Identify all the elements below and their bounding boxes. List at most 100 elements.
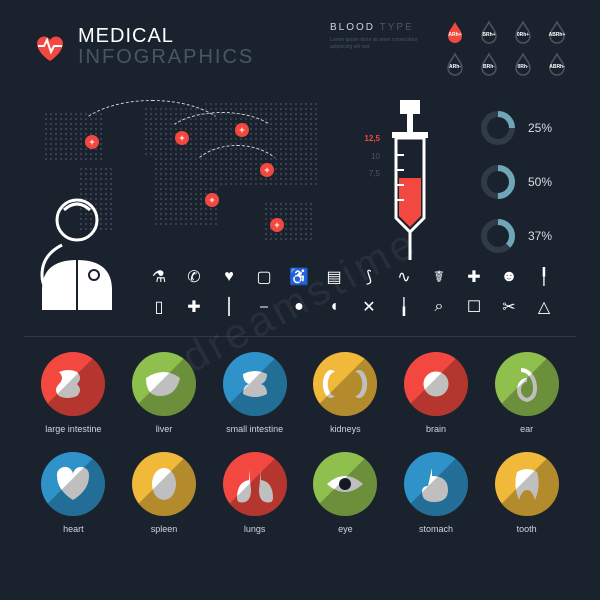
donut-label: 50% <box>528 175 552 189</box>
pill-icon: ◖ <box>325 298 343 316</box>
organ-label: stomach <box>419 524 453 534</box>
syringe-icon <box>370 100 450 270</box>
svg-text:BRh+: BRh+ <box>482 32 495 38</box>
blood-drop-icon: ARh- <box>440 52 470 76</box>
donut-label: 25% <box>528 121 552 135</box>
brain-icon <box>404 352 468 416</box>
organ-cell: small intestine <box>209 352 300 434</box>
blood-drop-icon: 0Rh- <box>508 52 538 76</box>
map-marker-icon <box>270 218 284 232</box>
organ-grid: large intestine liver small intestine ki… <box>28 352 572 534</box>
blood-type-heading: BLOOD TYPE Lorem ipsum dolor sit amet co… <box>330 22 430 51</box>
ear-icon <box>495 352 559 416</box>
title-block: MEDICAL INFOGRAPHICS <box>78 26 254 68</box>
organ-label: eye <box>338 524 353 534</box>
blood-drop-icon: ABRh+ <box>542 20 572 44</box>
map-marker-icon <box>175 131 189 145</box>
map-marker-icon <box>205 193 219 207</box>
organ-label: kidneys <box>330 424 361 434</box>
organ-label: spleen <box>151 524 178 534</box>
svg-text:ABRh+: ABRh+ <box>549 32 566 38</box>
donut-row: 50% <box>480 164 552 200</box>
monitor-icon: ▢ <box>255 268 273 286</box>
blood-title-thin: TYPE <box>380 22 414 33</box>
doctor-icon: ☤ <box>430 268 448 286</box>
drop-icon: ● <box>290 298 308 316</box>
spleen-icon <box>132 452 196 516</box>
large-intestine-icon <box>41 352 105 416</box>
tooth-icon <box>495 452 559 516</box>
donut-label: 37% <box>528 229 552 243</box>
heartbeat-icon: ♥ <box>220 268 238 286</box>
small-intestine-icon <box>223 352 287 416</box>
blood-drop-icon: ABRh- <box>542 52 572 76</box>
organ-cell: brain <box>391 352 482 434</box>
organ-label: small intestine <box>226 424 283 434</box>
donut-icon <box>480 164 516 200</box>
organ-label: brain <box>426 424 446 434</box>
pulse-icon: ∿ <box>395 268 413 286</box>
ribbon-icon: ⌕ <box>430 298 448 316</box>
header: MEDICAL INFOGRAPHICS <box>32 26 254 68</box>
cross-icon: ✚ <box>185 298 203 316</box>
map-marker-icon <box>235 123 249 137</box>
map-marker-icon <box>260 163 274 177</box>
doctor-icon <box>22 190 132 310</box>
donut-icon <box>480 218 516 254</box>
organ-label: tooth <box>517 524 537 534</box>
organ-label: lungs <box>244 524 266 534</box>
organ-label: ear <box>520 424 533 434</box>
phone-icon: ✆ <box>185 268 203 286</box>
patient-icon: ☻ <box>500 268 518 286</box>
bottle-icon: ▯ <box>150 298 168 316</box>
svg-text:BRh-: BRh- <box>483 64 495 70</box>
tools-icon: ✂ <box>500 298 518 316</box>
organ-cell: stomach <box>391 452 482 534</box>
blood-title-strong: BLOOD <box>330 22 375 33</box>
flask-icon: △ <box>535 298 553 316</box>
liver-icon <box>132 352 196 416</box>
kidneys-icon <box>313 352 377 416</box>
dna-icon: ⟆ <box>360 268 378 286</box>
organ-label: heart <box>63 524 84 534</box>
map-marker-icon <box>85 135 99 149</box>
organ-cell: eye <box>300 452 391 534</box>
organ-cell: tooth <box>481 452 572 534</box>
organ-label: liver <box>156 424 173 434</box>
svg-text:0Rh+: 0Rh+ <box>517 32 529 38</box>
organ-cell: heart <box>28 452 119 534</box>
donut-charts: 25% 50% 37% <box>480 110 552 254</box>
syringe-icon: ⎯ <box>255 298 273 316</box>
organ-label: large intestine <box>45 424 101 434</box>
donut-row: 37% <box>480 218 552 254</box>
wheelchair-icon: ♿ <box>290 268 308 286</box>
svg-text:ARh+: ARh+ <box>448 32 461 38</box>
organ-cell: liver <box>119 352 210 434</box>
organ-cell: large intestine <box>28 352 119 434</box>
svg-text:ABRh-: ABRh- <box>549 64 565 70</box>
organ-cell: spleen <box>119 452 210 534</box>
heart-icon <box>41 452 105 516</box>
mortar-icon: ⚗ <box>150 268 168 286</box>
blood-drop-icon: 0Rh+ <box>508 20 538 44</box>
testtube-icon: ╽ <box>395 298 413 316</box>
clipboard-icon: ▤ <box>325 268 343 286</box>
section-divider <box>24 336 576 337</box>
blood-drop-icon: BRh- <box>474 52 504 76</box>
lungs-icon <box>223 452 287 516</box>
blood-drop-icon: BRh+ <box>474 20 504 44</box>
organ-cell: kidneys <box>300 352 391 434</box>
title-line1: MEDICAL <box>78 26 254 47</box>
heart-logo-icon <box>32 29 68 65</box>
kit-icon: ☐ <box>465 298 483 316</box>
bandage-icon: ✕ <box>360 298 378 316</box>
title-line2: INFOGRAPHICS <box>78 47 254 68</box>
organ-cell: ear <box>481 352 572 434</box>
nurse-icon: ✚ <box>465 268 483 286</box>
svg-text:ARh-: ARh- <box>449 64 461 70</box>
blood-drop-icon: ARh+ <box>440 20 470 44</box>
donut-row: 25% <box>480 110 552 146</box>
thermometer-icon: ⎮ <box>220 298 238 316</box>
blood-subtitle: Lorem ipsum dolor sit amet consectetur a… <box>330 37 430 51</box>
donut-icon <box>480 110 516 146</box>
